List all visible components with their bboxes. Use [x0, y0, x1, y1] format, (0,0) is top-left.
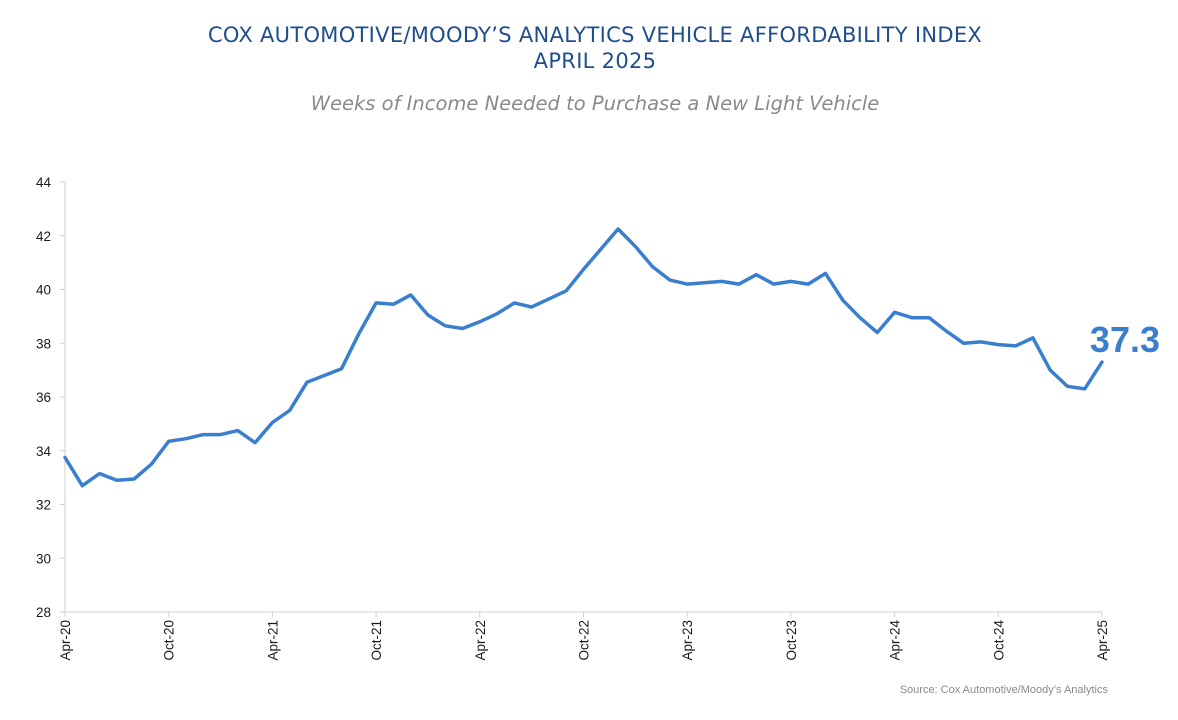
- source-note: Source: Cox Automotive/Moody’s Analytics: [899, 684, 1108, 696]
- x-tick-label: Apr-21: [265, 620, 280, 661]
- y-tick-label: 42: [36, 229, 51, 244]
- y-tick-label: 32: [36, 498, 51, 513]
- x-tick-label: Apr-23: [680, 620, 695, 661]
- y-tick-label: 34: [36, 444, 52, 459]
- chart-title-line2: APRIL 2025: [533, 49, 657, 73]
- y-tick-label: 40: [36, 283, 51, 298]
- y-tick-label: 28: [36, 605, 51, 620]
- chart-title-line1: COX AUTOMOTIVE/MOODY’S ANALYTICS VEHICLE…: [207, 23, 983, 47]
- last-value-callout: 37.3: [1090, 319, 1160, 360]
- chart-subtitle: Weeks of Income Needed to Purchase a New…: [310, 92, 880, 115]
- x-tick-label: Apr-22: [473, 620, 488, 661]
- y-tick-label: 38: [36, 336, 51, 351]
- x-tick-label: Oct-20: [162, 620, 177, 661]
- x-tick-label: Oct-22: [577, 620, 592, 661]
- x-tick-label: Apr-25: [1095, 620, 1110, 661]
- x-tick-label: Oct-23: [784, 620, 799, 661]
- series-line: [63, 227, 1104, 488]
- y-tick-label: 44: [36, 175, 52, 190]
- y-tick-label: 30: [36, 551, 51, 566]
- x-tick-label: Oct-24: [991, 620, 1006, 661]
- x-tick-label: Apr-20: [58, 620, 73, 661]
- y-tick-label: 36: [36, 390, 51, 405]
- x-tick-label: Oct-21: [369, 620, 384, 661]
- x-tick-label: Apr-24: [888, 620, 903, 661]
